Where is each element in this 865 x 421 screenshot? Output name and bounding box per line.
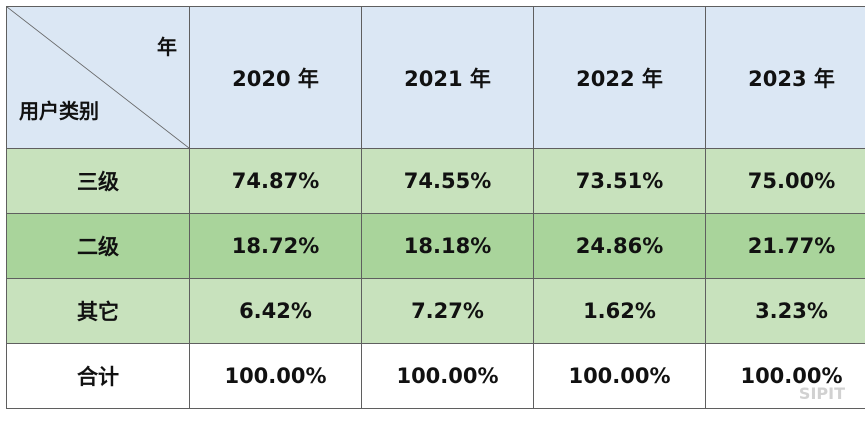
value-cell: 100.00%	[189, 343, 362, 409]
table-row: 三级 74.87% 74.55% 73.51% 75.00%	[6, 148, 865, 214]
value-cell: 7.27%	[361, 278, 534, 344]
table-row: 二级 18.72% 18.18% 24.86% 21.77%	[6, 213, 865, 279]
total-row: 合计 100.00% 100.00% 100.00% 100.00%	[6, 343, 865, 409]
category-cell: 二级	[6, 213, 190, 279]
value-cell: 18.18%	[361, 213, 534, 279]
value-cell: 18.72%	[189, 213, 362, 279]
data-table: 年 用户类别 2020 年 2021 年 2022 年 2023 年 三级 74…	[6, 6, 865, 409]
value-cell: 100.00%	[533, 343, 706, 409]
value-cell: 24.86%	[533, 213, 706, 279]
corner-year-label: 年	[157, 35, 177, 59]
value-cell: 6.42%	[189, 278, 362, 344]
category-cell: 其它	[6, 278, 190, 344]
year-header: 2022 年	[533, 6, 706, 149]
value-cell: 100.00%	[705, 343, 865, 409]
value-cell: 1.62%	[533, 278, 706, 344]
value-cell: 21.77%	[705, 213, 865, 279]
corner-category-label: 用户类别	[19, 99, 99, 123]
year-header: 2020 年	[189, 6, 362, 149]
value-cell: 3.23%	[705, 278, 865, 344]
value-cell: 100.00%	[361, 343, 534, 409]
year-header: 2021 年	[361, 6, 534, 149]
category-cell: 合计	[6, 343, 190, 409]
watermark: SIPIT	[798, 384, 845, 403]
diagonal-divider	[7, 7, 189, 148]
value-cell: 74.87%	[189, 148, 362, 214]
corner-cell: 年 用户类别	[6, 6, 190, 149]
value-cell: 73.51%	[533, 148, 706, 214]
value-cell: 74.55%	[361, 148, 534, 214]
header-row: 年 用户类别 2020 年 2021 年 2022 年 2023 年	[6, 6, 865, 149]
category-cell: 三级	[6, 148, 190, 214]
year-header: 2023 年	[705, 6, 865, 149]
value-cell: 75.00%	[705, 148, 865, 214]
table-row: 其它 6.42% 7.27% 1.62% 3.23%	[6, 278, 865, 344]
